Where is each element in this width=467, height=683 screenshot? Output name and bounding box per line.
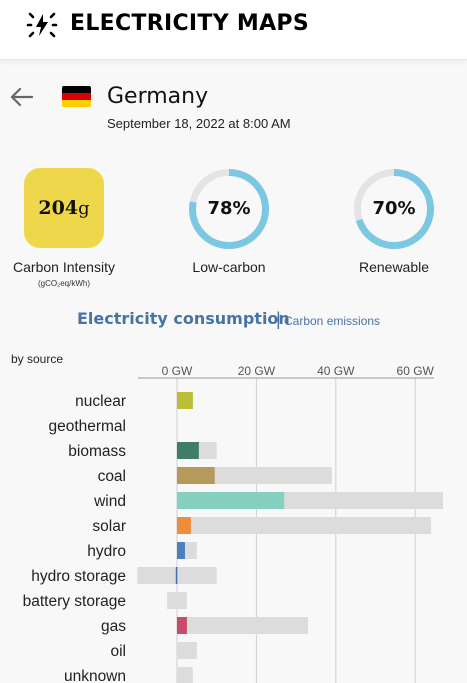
source-label: battery storage <box>23 593 126 610</box>
source-label: coal <box>98 468 126 485</box>
renewable-value: 70% <box>372 198 416 219</box>
production-bar <box>177 492 285 509</box>
renewable-label: Renewable <box>358 259 430 275</box>
app-title: ELECTRICITY MAPS <box>70 11 309 36</box>
source-label: unknown <box>64 668 126 683</box>
renewable-gauge-fill <box>354 169 434 249</box>
carbon-intensity-unit-label: (gCO₂eq/kWh) <box>37 279 90 288</box>
axis-tick-label: 20 GW <box>238 364 276 378</box>
source-label: nuclear <box>75 393 126 410</box>
carbon-intensity-label: Carbon Intensity <box>13 259 115 275</box>
carbon-intensity-badge: 204 g <box>24 168 104 248</box>
capacity-bar <box>167 592 187 609</box>
production-bar <box>177 517 191 534</box>
capacity-bar <box>177 467 332 484</box>
production-bar <box>177 467 215 484</box>
carbon-intensity-value: 204 <box>38 197 79 219</box>
tab-separator: | <box>276 309 281 329</box>
production-bar <box>177 392 193 409</box>
production-bar <box>177 617 187 634</box>
by-source-label: by source <box>11 352 64 366</box>
source-label: hydro <box>87 543 126 560</box>
capacity-bar <box>177 517 432 534</box>
source-label: geothermal <box>48 418 126 435</box>
low-carbon-gauge-fill <box>189 169 269 249</box>
country-name: Germany <box>107 84 209 109</box>
lightning-bolt-icon <box>26 12 58 38</box>
low-carbon-label: Low-carbon <box>192 259 266 275</box>
capacity-bar <box>177 667 193 683</box>
capacity-bar <box>177 642 197 659</box>
consumption-bar-chart: 0 GW 20 GW 40 GW 60 GW nuclear geothermal biom… <box>23 364 443 683</box>
datetime: September 18, 2022 at 8:00 AM <box>107 116 291 131</box>
production-bar <box>175 567 178 584</box>
source-label: biomass <box>68 443 126 460</box>
production-bar <box>177 442 199 459</box>
source-label: wind <box>93 493 126 510</box>
tab-electricity-consumption[interactable]: Electricity consumption <box>77 309 290 328</box>
axis-tick-label: 60 GW <box>397 364 435 378</box>
tab-carbon-emissions[interactable]: Carbon emissions <box>284 314 381 328</box>
renewable-gauge <box>354 169 434 249</box>
source-label: solar <box>92 518 126 535</box>
source-label: oil <box>110 643 126 660</box>
source-label: hydro storage <box>31 568 126 585</box>
capacity-bar <box>177 617 309 634</box>
source-label: gas <box>101 618 126 635</box>
carbon-intensity-unit: g <box>78 197 90 219</box>
app-header: ELECTRICITY MAPS <box>0 0 467 60</box>
germany-flag-icon <box>62 86 91 107</box>
low-carbon-gauge <box>189 169 269 249</box>
axis-tick-label: 40 GW <box>317 364 355 378</box>
back-arrow-icon[interactable] <box>8 84 36 110</box>
axis-tick-label: 0 GW <box>162 364 193 378</box>
production-bar <box>177 542 185 559</box>
low-carbon-value: 78% <box>207 198 251 219</box>
